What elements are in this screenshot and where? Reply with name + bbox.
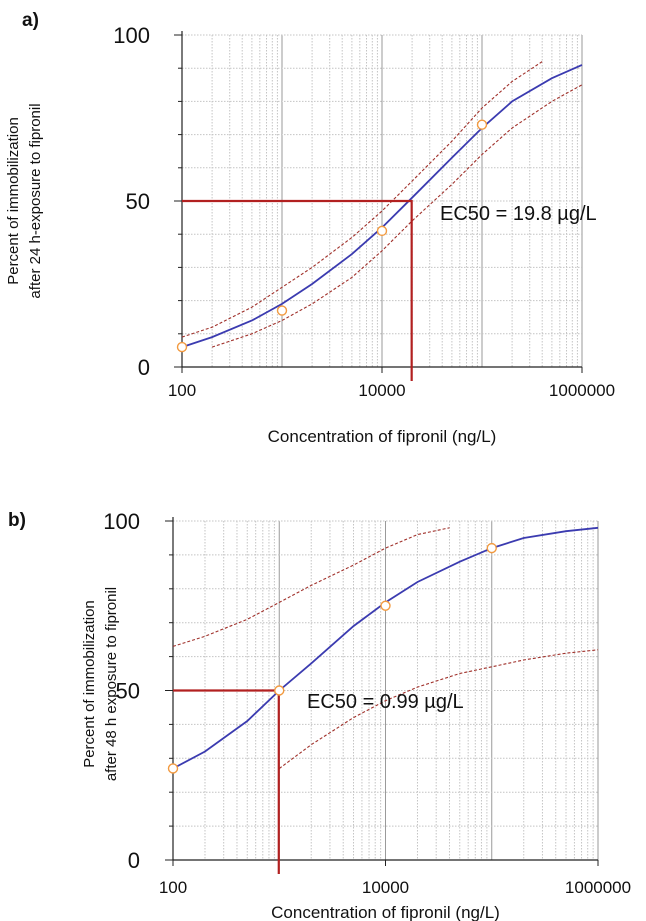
ec50-reference-line — [173, 689, 280, 874]
ec50-reference-line — [182, 199, 413, 381]
ec50-annotation: EC50 = 19.8 µg/L — [440, 203, 597, 225]
y-axis-label: after 24 h-exposure to fipronil — [27, 103, 44, 298]
x-tick-label: 1000000 — [549, 381, 615, 400]
y-tick-label: 0 — [128, 848, 140, 873]
x-tick-label: 100 — [168, 381, 196, 400]
y-tick-label: 100 — [103, 509, 140, 534]
ec50-annotation: EC50 = 0.99 µg/L — [307, 691, 464, 713]
data-point — [486, 542, 497, 554]
y-axis-label: Percent of immobilization — [5, 117, 22, 285]
data-point — [376, 225, 388, 237]
y-axis-label: Percent of immobilization — [81, 600, 98, 768]
chart-panel-a: 0 50 100 100 10000 1000000 Concentration of fi… — [5, 10, 615, 446]
panel-label: b) — [8, 510, 26, 531]
chart-panel-b: 0 50 100 100 10000 1000000 Concentration of fi… — [8, 509, 631, 921]
x-tick-label: 100 — [159, 878, 187, 897]
data-point — [476, 119, 488, 130]
data-point — [380, 600, 391, 611]
y-tick-label: 50 — [116, 679, 140, 704]
x-axis-label: Concentration of fipronil (ng/L) — [271, 903, 500, 921]
x-tick-label: 10000 — [362, 878, 409, 897]
confidence-band-lower — [278, 649, 599, 769]
y-tick-label: 100 — [113, 23, 150, 48]
data-point — [167, 763, 179, 774]
y-tick-label: 50 — [126, 189, 150, 214]
grid — [172, 520, 599, 860]
confidence-band-upper — [172, 527, 450, 647]
data-point — [176, 341, 188, 353]
y-axis-label: after 48 h exposure to fipronil — [103, 587, 120, 781]
x-tick-label: 10000 — [358, 381, 405, 400]
y-tick-label: 0 — [138, 355, 150, 380]
panel-label: a) — [22, 10, 39, 31]
confidence-band-upper — [181, 61, 543, 338]
data-point — [276, 305, 288, 316]
data-point — [274, 685, 285, 696]
x-tick-label: 1000000 — [565, 878, 631, 897]
x-axis-label: Concentration of fipronil (ng/L) — [268, 427, 497, 446]
